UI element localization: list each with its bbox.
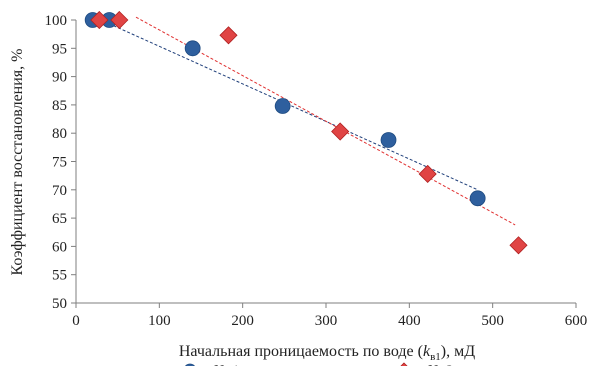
x-tick-label: 100 xyxy=(148,313,171,329)
axes: 0 100 200 300 400 500 600 50 55 60 65 70 75 80 85 90 95 1… xyxy=(45,13,588,329)
y-tick-label: 95 xyxy=(52,41,67,57)
y-tick-label: 75 xyxy=(52,155,67,171)
y-tick-label: 70 xyxy=(52,183,67,199)
data-point-series-1 xyxy=(469,190,486,207)
legend-marker-series-2 xyxy=(400,362,408,366)
x-tick-label: 300 xyxy=(315,313,338,329)
data-point-series-1 xyxy=(380,132,397,148)
y-axis-title: Коэффициент восстановления, % xyxy=(9,49,26,276)
data-point-series-2 xyxy=(219,26,238,45)
data-point-series-2 xyxy=(418,164,437,184)
legend-label-series-1: № 1 xyxy=(214,363,240,366)
y-tick-label: 55 xyxy=(52,268,67,284)
data-point-series-2 xyxy=(331,122,350,141)
trendlines xyxy=(113,16,516,226)
data-points xyxy=(84,10,528,255)
y-tick-label: 100 xyxy=(45,13,68,29)
x-axis-title: Начальная проницаемость по воде (kв1), м… xyxy=(179,343,475,363)
data-point-series-1 xyxy=(274,98,291,114)
x-axis-title-sub: в1 xyxy=(430,351,441,363)
y-tick-label: 60 xyxy=(52,239,67,255)
x-tick-label: 400 xyxy=(398,313,421,329)
data-point-series-2 xyxy=(110,10,129,30)
x-tick-label: 600 xyxy=(565,313,588,329)
legend-label-series-2: № 2 xyxy=(428,363,454,366)
y-tick-label: 90 xyxy=(52,70,67,86)
data-point-series-2 xyxy=(90,10,109,30)
x-axis-title-var: k xyxy=(423,343,431,360)
x-axis-title-main: Начальная проницаемость по воде ( xyxy=(179,343,423,360)
x-tick-label: 0 xyxy=(72,313,80,329)
x-tick-label: 200 xyxy=(231,313,254,329)
y-tick-label: 65 xyxy=(52,211,67,227)
x-tick-label: 500 xyxy=(481,313,504,329)
trendline-series-1 xyxy=(113,25,478,191)
y-tick-label: 80 xyxy=(52,126,67,142)
y-tick-label: 85 xyxy=(52,98,67,114)
data-point-series-2 xyxy=(509,236,528,255)
data-point-series-1 xyxy=(184,40,201,57)
x-axis-title-end: ), мД xyxy=(441,343,475,360)
y-tick-label: 50 xyxy=(52,296,67,312)
